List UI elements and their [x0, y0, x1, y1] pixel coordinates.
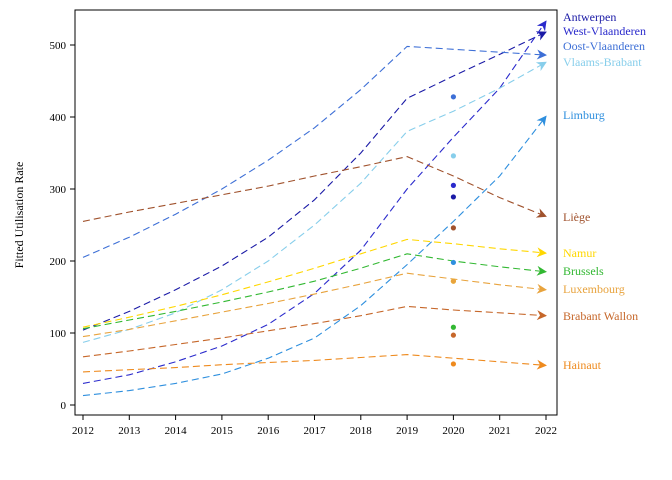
observed-point-liege: [450, 225, 456, 231]
x-tick-label: 2017: [304, 425, 327, 437]
y-tick-label: 500: [50, 40, 67, 52]
x-tick-label: 2018: [350, 425, 373, 437]
y-tick-label: 400: [50, 112, 67, 124]
series-line-namur: [82, 238, 547, 328]
x-tick-label: 2012: [72, 425, 94, 437]
series-label-namur: Namur: [563, 246, 596, 260]
series-label-west-vlaanderen: West-Vlaanderen: [563, 24, 646, 38]
series-line-luxembourg: [82, 272, 547, 338]
observed-point-oost-vlaanderen: [450, 94, 456, 100]
y-tick-label: 300: [50, 184, 67, 196]
observed-points: [450, 94, 456, 367]
series-label-oost-vlaanderen: Oost-Vlaanderen: [563, 39, 645, 53]
series-lines: [82, 20, 547, 397]
x-tick-label: 2016: [257, 425, 280, 437]
series-label-hainaut: Hainaut: [563, 358, 602, 372]
y-tick-label: 100: [50, 328, 67, 340]
series-line-liege: [82, 156, 547, 222]
series-line-antwerpen: [82, 31, 547, 331]
x-tick-label: 2019: [396, 425, 419, 437]
series-label-luxembourg: Luxembourg: [563, 282, 625, 296]
y-axis-title: Fitted Utilisation Rate: [12, 162, 26, 269]
series-line-vlaams-brabant: [82, 61, 547, 343]
series-line-brussels: [82, 253, 547, 330]
series-label-liege: Liège: [563, 210, 590, 224]
series-label-vlaams-brabant: Vlaams-Brabant: [563, 55, 642, 69]
observed-point-hainaut: [450, 361, 456, 367]
x-tick-label: 2022: [535, 425, 557, 437]
x-tick-label: 2014: [165, 425, 188, 437]
x-tick-label: 2020: [442, 425, 465, 437]
series-label-limburg: Limburg: [563, 108, 605, 122]
series-line-west-vlaanderen: [82, 20, 547, 384]
observed-point-limburg: [450, 259, 456, 266]
observed-point-west-vlaanderen: [450, 182, 456, 188]
x-tick-label: 2021: [489, 425, 511, 437]
series-line-oost-vlaanderen: [82, 45, 547, 258]
y-tick-label: 200: [50, 256, 67, 268]
y-tick-label: 0: [61, 400, 67, 412]
x-tick-label: 2015: [211, 425, 234, 437]
y-axis: 0 100 200 300 400 500: [50, 40, 75, 412]
series-line-hainaut: [82, 354, 547, 373]
plot-frame: [74, 9, 558, 416]
series-line-limburg: [82, 115, 547, 397]
series-line-brabant-wallon: [82, 305, 547, 358]
observed-point-antwerpen: [450, 194, 456, 200]
x-axis: 2012 2013 2014 2015 2016 2017 2018 2019 2020 2021…: [72, 415, 557, 437]
series-label-brussels: Brussels: [563, 264, 604, 278]
series-label-brabant-wallon: Brabant Wallon: [563, 309, 638, 323]
observed-point-luxembourg: [450, 278, 456, 284]
x-tick-label: 2013: [118, 425, 141, 437]
observed-point-brabant-wallon: [450, 332, 456, 338]
series-label-antwerpen: Antwerpen: [563, 10, 616, 24]
observed-point-vlaams-brabant: [450, 153, 456, 159]
observed-point-brussels: [450, 324, 456, 330]
